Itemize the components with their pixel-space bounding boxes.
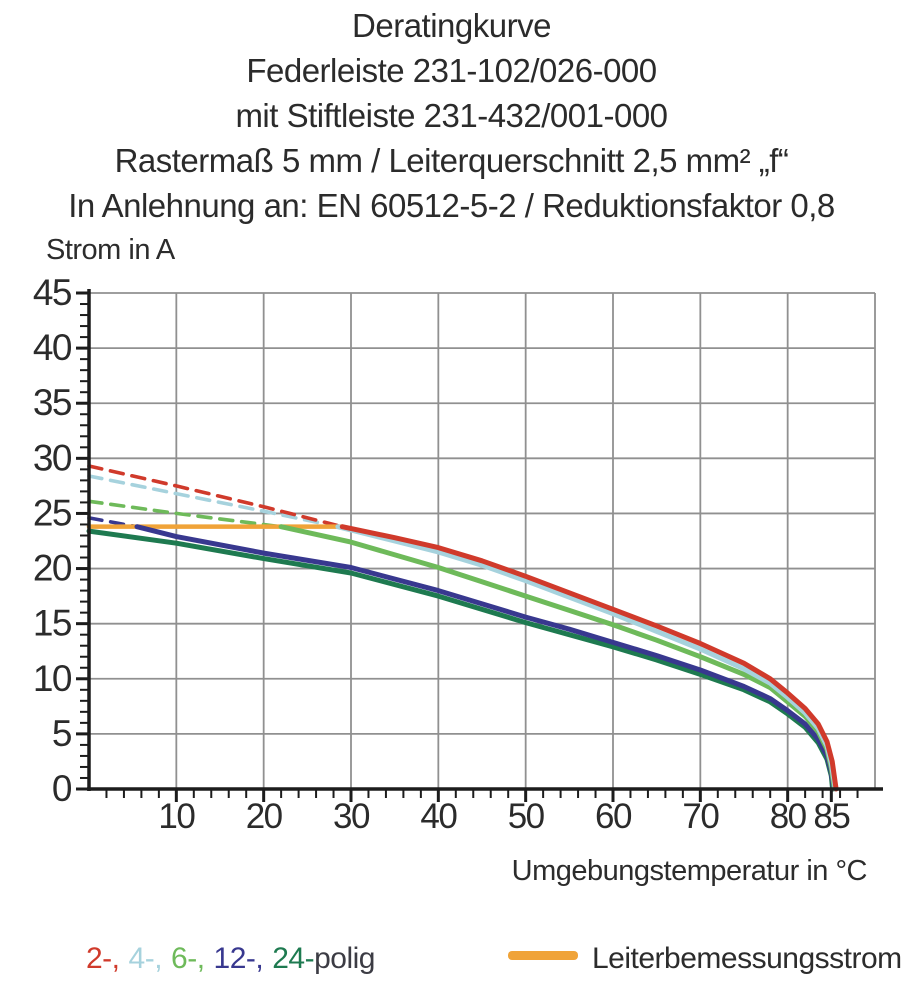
x-tick-label: 30 <box>333 797 370 836</box>
title-line-3: mit Stiftleiste 231-432/001-000 <box>235 97 668 134</box>
y-tick-label: 10 <box>33 658 72 699</box>
legend-pole-2: 2-, <box>86 942 120 975</box>
y-tick-label: 20 <box>33 548 72 589</box>
y-tick-label: 30 <box>33 437 72 478</box>
4-polig-curve <box>335 524 838 792</box>
x-tick-label: 10 <box>158 797 195 836</box>
y-tick-label: 15 <box>33 603 72 644</box>
title-line-4: Rastermaß 5 mm / Leiterquerschnitt 2,5 m… <box>114 142 789 179</box>
y-tick-label: 25 <box>33 492 72 533</box>
x-tick-label: 70 <box>682 797 719 836</box>
2-polig-curve <box>339 524 839 792</box>
reference-line-swatch <box>508 951 578 960</box>
y-axis-title: Strom in A <box>46 234 175 266</box>
y-tick-label: 5 <box>52 713 72 754</box>
legend-pole-suffix: polig <box>314 942 375 975</box>
4-polig-dashed-curve <box>87 474 340 529</box>
12-polig-dashed-curve <box>87 516 139 529</box>
6-polig-curve <box>278 524 837 792</box>
y-tick-label: 35 <box>33 382 72 423</box>
x-tick-label: 50 <box>508 797 545 836</box>
legend-pole-24: 24- <box>272 942 315 975</box>
2-polig-dashed-curve <box>87 464 345 529</box>
x-tick-label: 85 <box>813 797 849 836</box>
title-block: Deratingkurve Federleiste 231-102/026-00… <box>0 3 903 228</box>
legend-reference-label: Leiterbemessungsstrom <box>592 942 902 975</box>
x-tick-label: 40 <box>420 797 457 836</box>
x-tick-label: 20 <box>246 797 283 836</box>
y-tick-label: 0 <box>52 768 72 809</box>
y-tick-label: 45 <box>33 272 72 313</box>
title-line-2: Federleiste 231-102/026-000 <box>246 52 657 89</box>
legend-pole-4: 4-, <box>128 942 163 975</box>
12-polig-curve <box>134 524 836 792</box>
y-tick-label: 40 <box>33 327 72 368</box>
legend-poles: 2-, 4-, 6-, 12-, 24-polig <box>86 942 375 976</box>
x-axis-title: Umgebungstemperatur in °C <box>511 855 868 887</box>
title-line-1: Deratingkurve <box>352 7 551 44</box>
x-tick-label: 60 <box>595 797 632 836</box>
x-tick-label: 80 <box>770 797 807 836</box>
legend-reference: Leiterbemessungsstrom <box>508 942 902 976</box>
legend-pole-12: 12-, <box>213 942 264 975</box>
legend-pole-6: 6-, <box>171 942 205 975</box>
title-line-5: In Anlehnung an: EN 60512-5-2 / Reduktio… <box>68 187 835 224</box>
